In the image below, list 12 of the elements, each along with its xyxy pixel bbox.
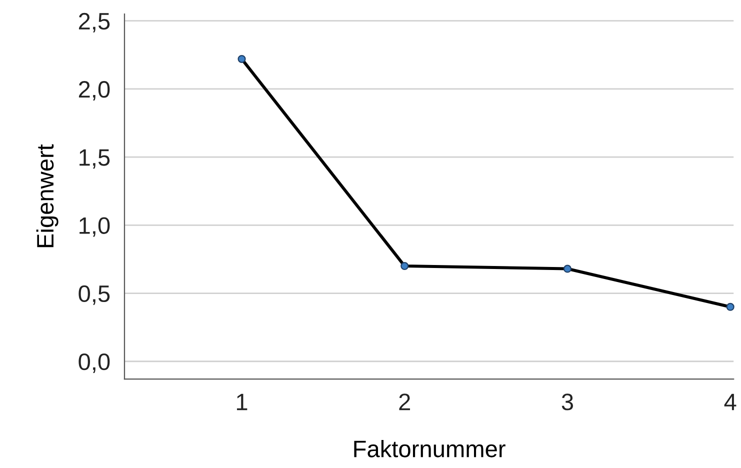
y-tick-label: 1,5 (80, 149, 110, 169)
x-axis-title: Faktornummer (354, 440, 506, 458)
y-axis-title: Eigenwert (36, 144, 58, 248)
y-tick-label: 2,0 (78, 81, 110, 101)
x-tick-label: 2 (399, 394, 410, 410)
y-tick-label: 0,5 (78, 285, 110, 305)
y-tick-label: 2,5 (78, 12, 110, 32)
y-tick-label: 1,0 (80, 217, 110, 237)
y-tick-label: 0,0 (78, 353, 110, 373)
x-tick-label: 4 (724, 394, 736, 410)
x-tick-label: 3 (562, 394, 573, 410)
x-tick-label: 1 (236, 394, 248, 410)
